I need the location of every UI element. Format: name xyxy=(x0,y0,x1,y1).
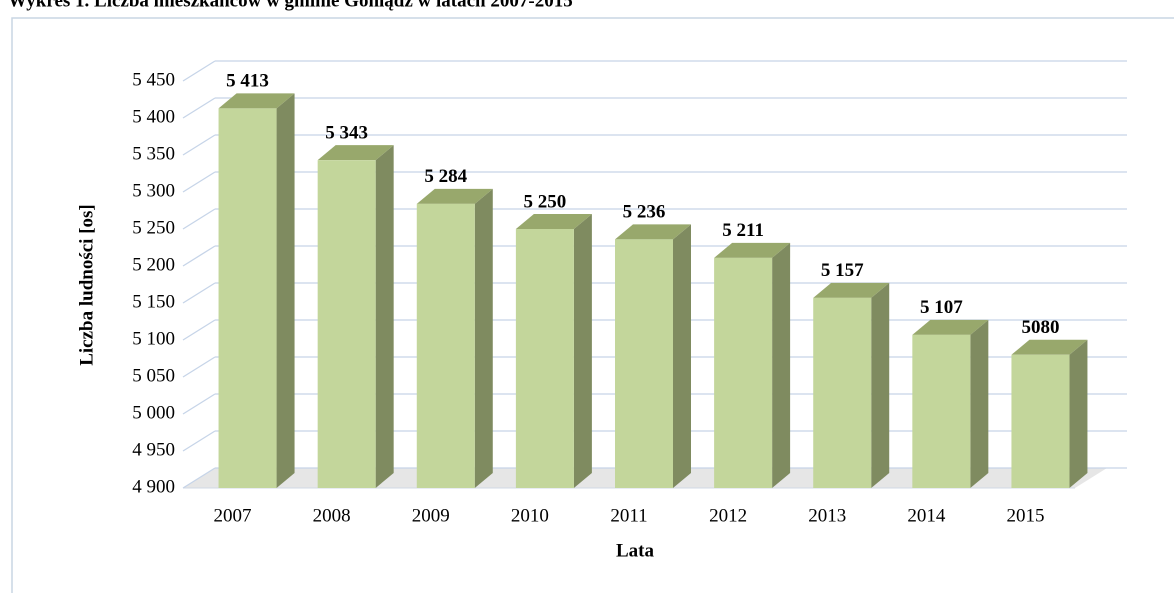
bar xyxy=(912,334,971,488)
x-tick-label: 2011 xyxy=(610,505,647,526)
grid-line-depth xyxy=(182,282,216,304)
data-label: 5 236 xyxy=(623,202,666,223)
grid-line-depth xyxy=(182,97,216,119)
bar-side xyxy=(772,242,791,488)
bar-top xyxy=(317,145,394,161)
y-tick-label: 5 350 xyxy=(132,143,175,164)
bar xyxy=(218,108,277,488)
y-tick-label: 5 200 xyxy=(132,254,175,275)
bar-side xyxy=(1069,339,1088,488)
x-axis-label: Lata xyxy=(616,540,655,561)
bar xyxy=(515,229,574,488)
data-label: 5 157 xyxy=(821,260,864,281)
bar xyxy=(1011,354,1070,488)
grid-line-depth xyxy=(182,60,216,82)
data-label: 5 107 xyxy=(920,297,963,318)
data-label: 5 343 xyxy=(325,123,368,144)
x-tick-label: 2007 xyxy=(214,505,252,526)
bar-side xyxy=(970,319,989,488)
bar-top xyxy=(813,282,890,298)
grid-line-depth xyxy=(182,467,216,489)
x-tick-label: 2009 xyxy=(412,505,450,526)
data-label: 5080 xyxy=(1021,317,1059,338)
x-tick-label: 2013 xyxy=(808,505,846,526)
bar-side xyxy=(871,282,890,488)
y-tick-label: 5 450 xyxy=(132,69,175,90)
x-tick-label: 2008 xyxy=(313,505,351,526)
data-label: 5 211 xyxy=(722,220,764,241)
grid-line-depth xyxy=(182,356,216,378)
data-label: 5 413 xyxy=(226,71,269,92)
chart-title: Wykres 1. Liczba mieszkańców w gminie Go… xyxy=(8,0,573,11)
bar-top xyxy=(1011,339,1088,355)
bar-top xyxy=(714,242,791,258)
y-tick-label: 5 400 xyxy=(132,106,175,127)
bar-top xyxy=(218,93,295,109)
bar-top xyxy=(515,214,592,229)
bar xyxy=(615,239,673,488)
y-tick-label: 4 900 xyxy=(132,476,175,497)
bar-top xyxy=(416,188,493,204)
bar xyxy=(813,297,872,488)
y-tick-label: 5 050 xyxy=(132,365,175,386)
y-tick-label: 5 100 xyxy=(132,328,175,349)
x-tick-label: 2014 xyxy=(907,505,946,526)
y-tick-label: 5 300 xyxy=(132,180,175,201)
grid-line-depth xyxy=(182,430,216,452)
grid-line-depth xyxy=(182,208,216,230)
y-tick-label: 4 950 xyxy=(132,439,175,460)
bar xyxy=(416,203,475,488)
x-tick-label: 2010 xyxy=(511,505,549,526)
grid-line-depth xyxy=(182,171,216,193)
bar-side xyxy=(375,145,394,488)
bar-side xyxy=(276,93,295,488)
bar-side xyxy=(474,188,493,488)
bar-top xyxy=(912,319,989,335)
bar-top xyxy=(615,224,691,240)
data-label: 5 250 xyxy=(524,191,567,212)
y-tick-label: 5 250 xyxy=(132,217,175,238)
x-tick-label: 2012 xyxy=(709,505,747,526)
bar-side xyxy=(673,224,691,489)
chart-frame xyxy=(11,17,1174,593)
y-tick-label: 5 150 xyxy=(132,291,175,312)
x-tick-label: 2015 xyxy=(1006,505,1044,526)
y-tick-label: 5 000 xyxy=(132,402,175,423)
data-label: 5 284 xyxy=(424,166,467,187)
bar xyxy=(317,160,376,488)
bar-side xyxy=(573,214,592,488)
grid-line-depth xyxy=(182,319,216,341)
y-axis-label: Liczba ludności [os] xyxy=(76,204,97,366)
grid-line-depth xyxy=(182,134,216,156)
grid-line-depth xyxy=(182,393,216,415)
bar xyxy=(714,257,773,488)
grid-line-depth xyxy=(182,245,216,267)
